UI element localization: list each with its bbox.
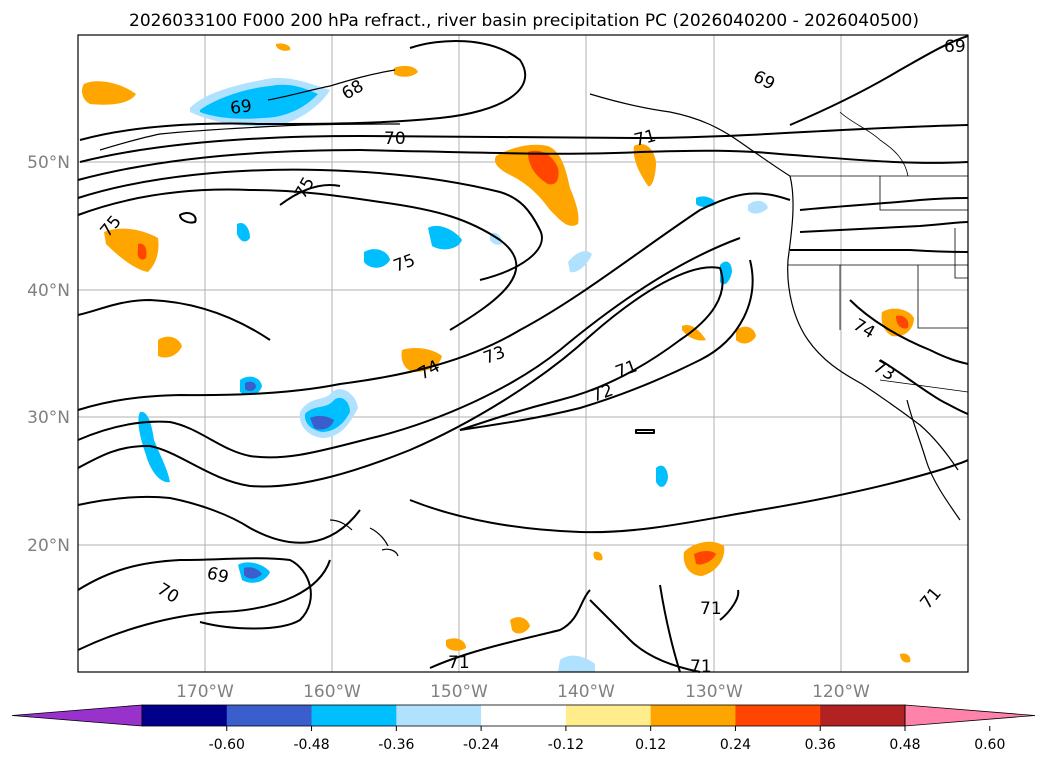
colorbar-extend-min bbox=[11, 704, 143, 727]
contour-label-72: 72 bbox=[589, 381, 616, 407]
contour-label-71: 71 bbox=[690, 657, 712, 677]
colorbar-tick-label: 0.60 bbox=[974, 737, 1005, 753]
colorbar-frame bbox=[141, 704, 906, 727]
map-border bbox=[77, 34, 969, 673]
colorbar-segment bbox=[396, 705, 482, 726]
contour-labels: 69 69 69 69 68 70 70 71 71 71 71 71 71 7… bbox=[97, 37, 966, 677]
contour-label-70: 70 bbox=[384, 129, 406, 149]
colorbar-tick-label: 0.36 bbox=[805, 737, 836, 753]
contour-label-69: 69 bbox=[205, 563, 231, 588]
colorbar-tick-label: -0.24 bbox=[463, 737, 499, 753]
colorbar-tick-label: 0.12 bbox=[635, 737, 666, 753]
refractivity-contours bbox=[77, 35, 969, 673]
lat-label-40n: 40°N bbox=[27, 281, 70, 301]
lat-label-30n: 30°N bbox=[27, 408, 70, 428]
colorbar-segment bbox=[735, 705, 821, 726]
lon-label-150w: 150°W bbox=[430, 682, 488, 702]
contour-label-71: 71 bbox=[448, 653, 470, 673]
contour-label-69: 69 bbox=[229, 96, 253, 119]
contour-label-68: 68 bbox=[339, 76, 368, 104]
map-title: 2026033100 F000 200 hPa refract., river … bbox=[129, 11, 919, 31]
shaded-anomalies bbox=[82, 43, 914, 672]
contour-label-71: 71 bbox=[700, 599, 722, 619]
contour-label-73: 73 bbox=[870, 357, 899, 385]
longitude-labels: 170°W 160°W 150°W 140°W 130°W 120°W bbox=[176, 682, 870, 702]
colorbar-tick-label: -0.36 bbox=[378, 737, 414, 753]
lon-label-140w: 140°W bbox=[557, 682, 615, 702]
lon-label-170w: 170°W bbox=[176, 682, 234, 702]
lat-label-50n: 50°N bbox=[27, 153, 70, 173]
colorbar-segment bbox=[650, 705, 736, 726]
latitude-labels: 50°N 40°N 30°N 20°N bbox=[27, 153, 70, 556]
contour-label-75: 75 bbox=[391, 251, 418, 277]
colorbar-segment bbox=[226, 705, 313, 726]
graticule bbox=[78, 35, 968, 672]
colorbar: -0.60 -0.48 -0.36 -0.24 -0.12 0.12 0.24 0.36 0.4… bbox=[11, 704, 1036, 753]
colorbar-segment bbox=[820, 705, 906, 726]
lon-label-130w: 130°W bbox=[685, 682, 743, 702]
colorbar-tick-label: -0.48 bbox=[293, 737, 329, 753]
contour-label-69: 69 bbox=[944, 37, 966, 57]
contour-label-73: 73 bbox=[481, 343, 508, 369]
contour-label-75: 75 bbox=[291, 174, 319, 203]
colorbar-tick-label: -0.60 bbox=[209, 737, 245, 753]
colorbar-tick-label: 0.48 bbox=[889, 737, 920, 753]
contour-label-71: 71 bbox=[632, 126, 658, 151]
lon-label-120w: 120°W bbox=[812, 682, 870, 702]
colorbar-tick-label: 0.24 bbox=[720, 737, 751, 753]
contour-label-69: 69 bbox=[750, 67, 778, 95]
lat-label-20n: 20°N bbox=[27, 536, 70, 556]
colorbar-segment bbox=[565, 705, 652, 726]
colorbar-segment bbox=[142, 705, 228, 726]
contour-label-70: 70 bbox=[153, 579, 182, 607]
colorbar-tick-label: -0.12 bbox=[548, 737, 584, 753]
lon-label-160w: 160°W bbox=[303, 682, 361, 702]
colorbar-segment bbox=[311, 705, 397, 726]
coastlines bbox=[99, 69, 961, 557]
political-borders bbox=[788, 111, 969, 393]
map-frame: 69 69 69 69 68 70 70 71 71 71 71 71 71 7… bbox=[77, 34, 969, 677]
colorbar-extend-max bbox=[904, 704, 1036, 727]
contour-label-71: 71 bbox=[917, 584, 946, 613]
colorbar-segment bbox=[481, 705, 567, 726]
